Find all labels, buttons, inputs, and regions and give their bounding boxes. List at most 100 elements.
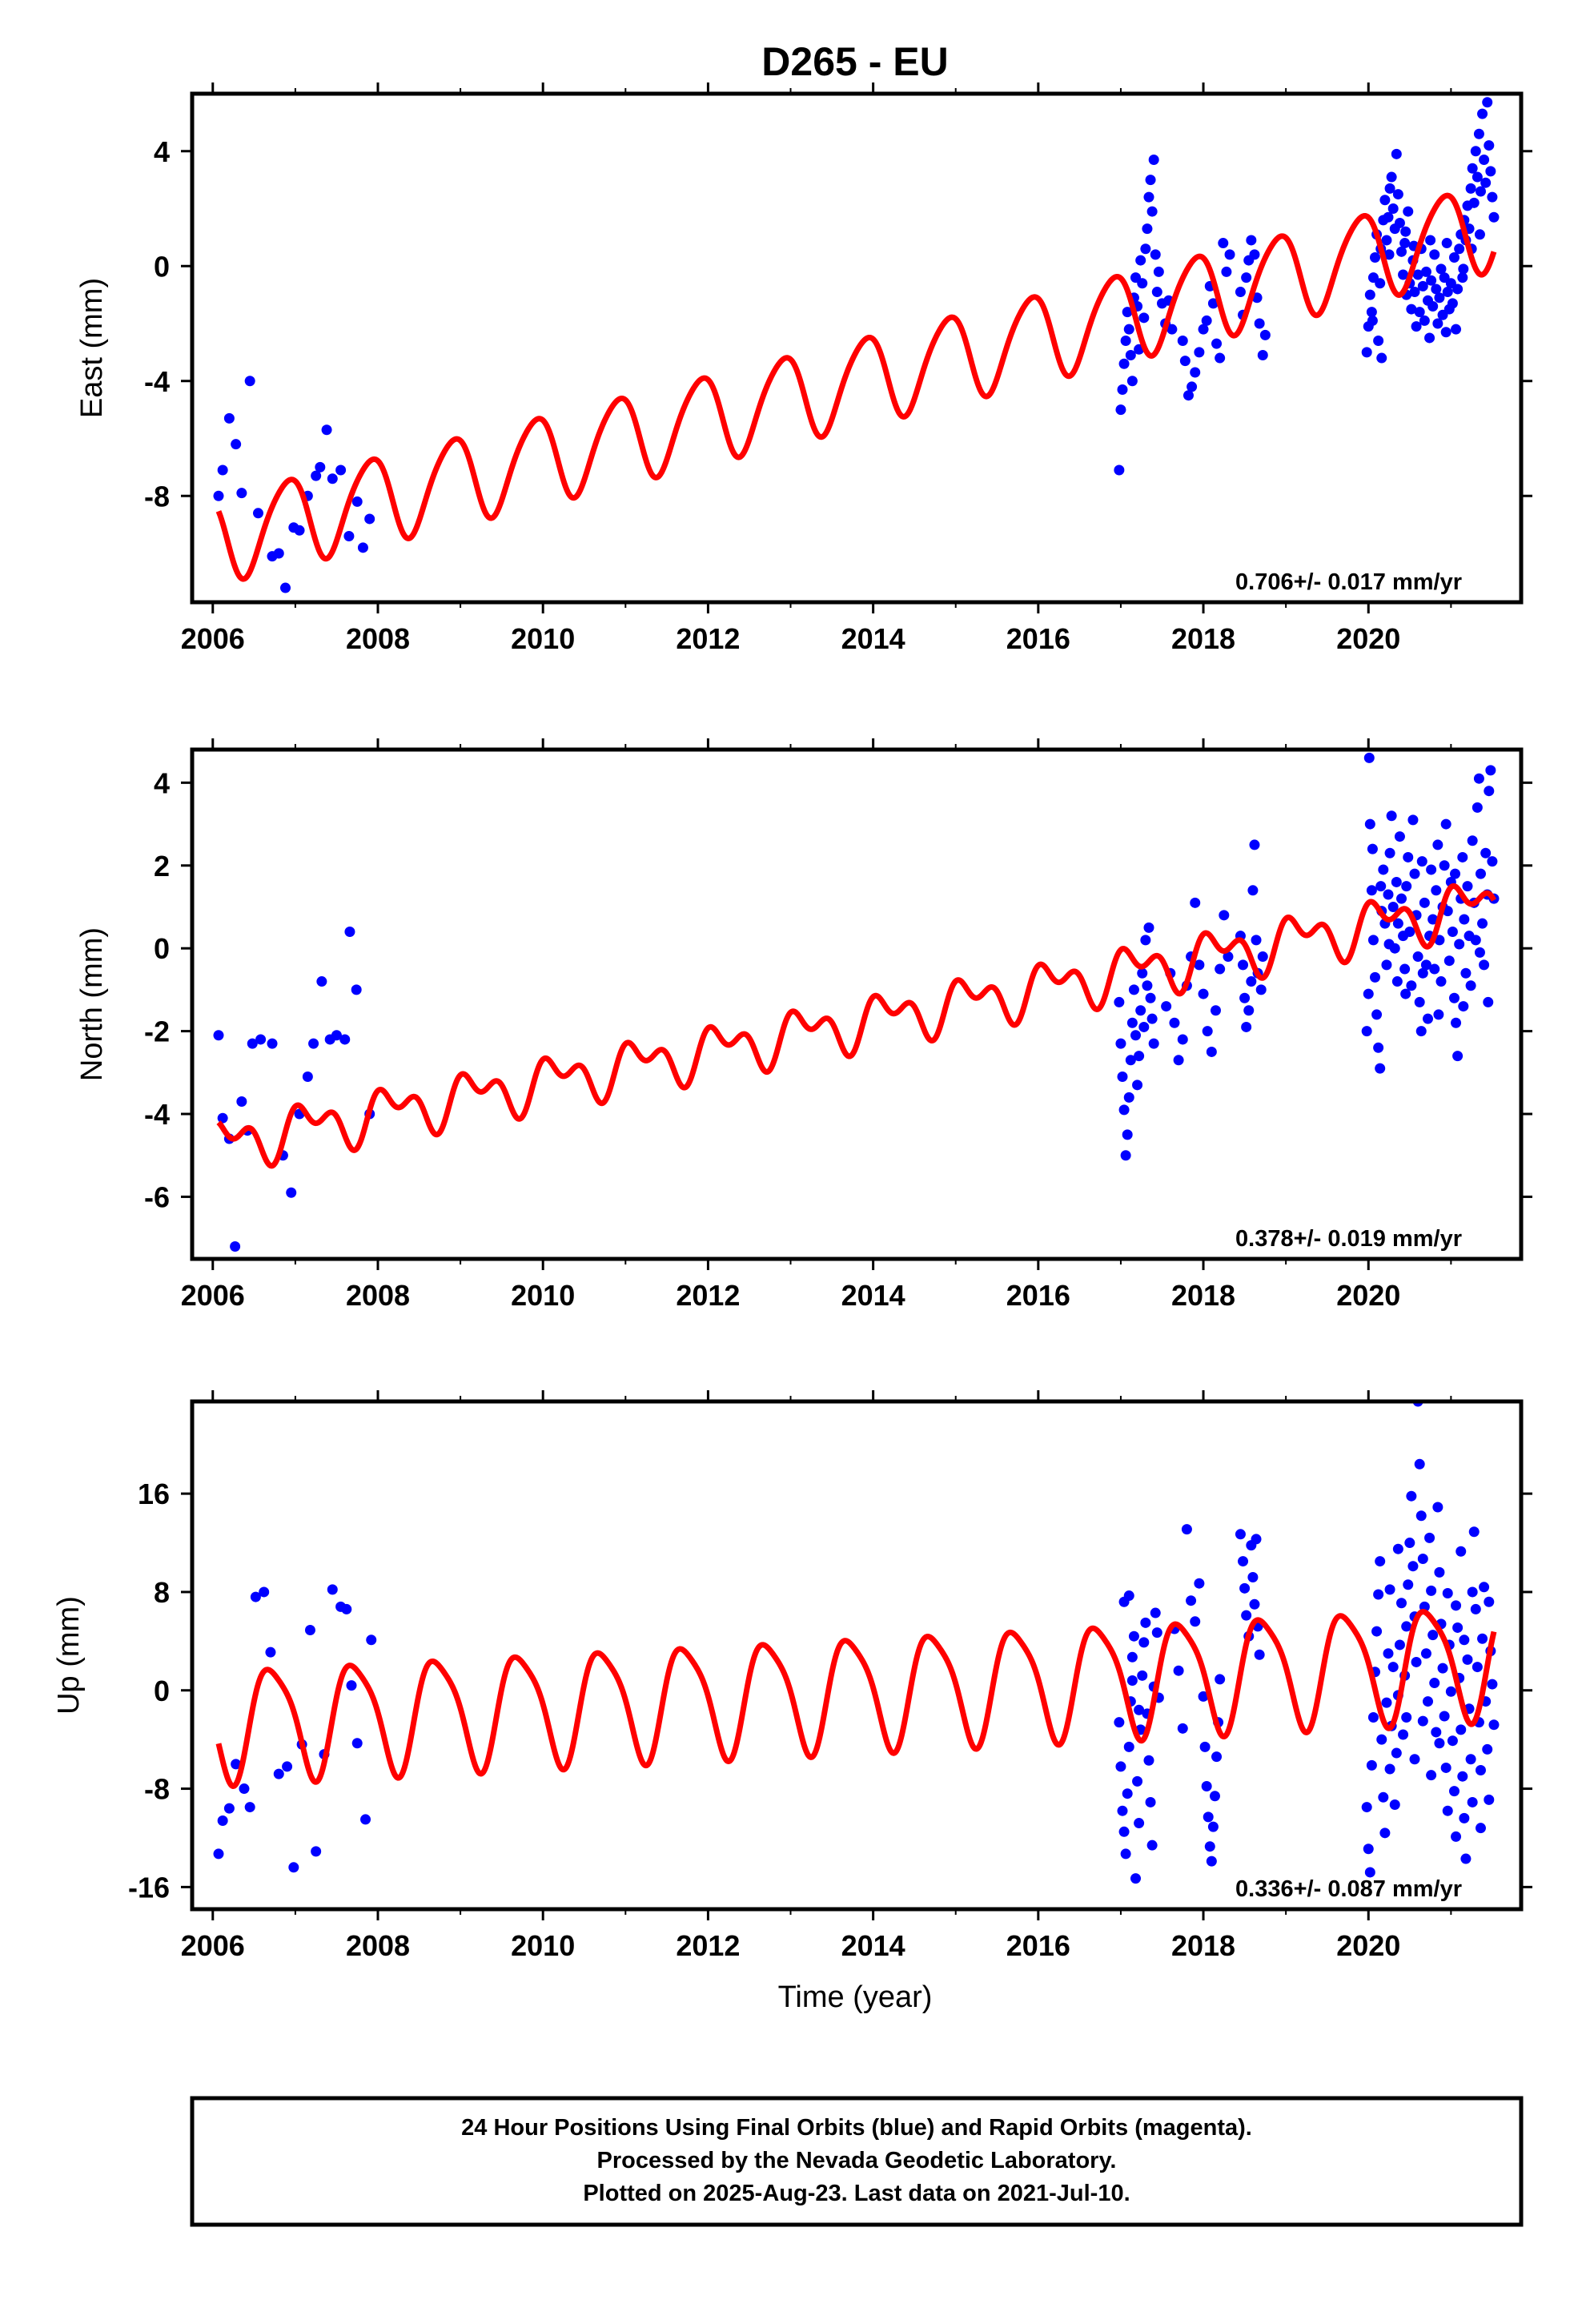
y-tick-label: 0 — [154, 1675, 170, 1707]
data-point — [1371, 1626, 1383, 1637]
data-point — [1257, 349, 1268, 360]
data-point — [1420, 1648, 1431, 1659]
data-point — [351, 984, 362, 995]
data-point — [1473, 773, 1484, 784]
data-point — [1130, 1030, 1141, 1041]
data-point — [1442, 1805, 1453, 1816]
data-point — [1145, 175, 1156, 186]
data-point — [1118, 1826, 1130, 1837]
data-point — [1400, 988, 1411, 999]
data-point — [1488, 1719, 1500, 1731]
data-point — [1414, 996, 1425, 1007]
data-point — [1452, 1622, 1464, 1633]
data-point — [1134, 1051, 1145, 1062]
data-point — [250, 1591, 261, 1602]
data-point — [1241, 272, 1252, 283]
x-tick-label: 2020 — [1336, 1279, 1400, 1312]
data-point — [1391, 148, 1402, 159]
data-point — [1132, 1080, 1143, 1091]
data-point — [1456, 1724, 1467, 1735]
data-point — [1364, 818, 1375, 830]
data-point — [1373, 1042, 1384, 1053]
data-point — [1417, 967, 1428, 979]
data-point — [1480, 177, 1492, 188]
data-point — [1199, 1741, 1211, 1752]
data-point — [1429, 1678, 1440, 1689]
data-point — [1426, 1585, 1437, 1596]
data-point — [1190, 897, 1201, 908]
data-point — [1186, 1595, 1197, 1606]
data-point — [1177, 1723, 1188, 1734]
data-point — [1451, 1600, 1462, 1611]
y-tick-label: 0 — [154, 932, 170, 965]
data-point — [1125, 349, 1136, 360]
data-point — [1470, 1603, 1481, 1614]
panel-north: 2006 2008 2010 2012 2014 2016 2018 2020 4 2 0 -2 -4 -… — [75, 738, 1532, 1312]
data-point — [1239, 992, 1251, 1003]
x-tick-label: 2010 — [511, 1279, 575, 1312]
data-point — [1363, 752, 1375, 763]
data-point — [217, 1815, 228, 1826]
data-point — [1241, 1021, 1252, 1032]
data-point — [1434, 1738, 1445, 1749]
x-tick-label: 2012 — [676, 1929, 740, 1962]
data-point — [1378, 864, 1389, 875]
data-point — [1366, 307, 1377, 318]
data-point — [1485, 765, 1496, 776]
data-point — [1146, 1013, 1158, 1024]
data-point — [1457, 272, 1468, 283]
data-point — [280, 582, 291, 593]
data-point — [1426, 1770, 1437, 1781]
data-point — [239, 1783, 250, 1795]
data-point — [1441, 238, 1452, 249]
data-point — [1452, 1051, 1464, 1062]
data-point — [1479, 959, 1490, 971]
data-point — [321, 424, 332, 436]
data-point — [1427, 914, 1439, 925]
data-point — [1239, 1582, 1251, 1594]
data-point — [315, 461, 326, 472]
x-tick-label: 2012 — [676, 1279, 740, 1312]
y-axis-label: North (mm) — [75, 927, 109, 1081]
data-point — [1370, 971, 1381, 983]
data-point — [1387, 1662, 1399, 1673]
data-point — [1424, 1532, 1435, 1543]
data-point — [1128, 1630, 1139, 1642]
data-point — [1472, 1662, 1483, 1673]
y-axis-label: East (mm) — [75, 278, 109, 418]
x-tick-label: 2020 — [1336, 1929, 1400, 1962]
data-point — [1383, 939, 1395, 950]
data-point — [1161, 1001, 1172, 1012]
panel-east: 2006 2008 2010 2012 2014 2016 2018 2020 4 0 -4 -8 Ea… — [75, 82, 1532, 655]
data-point — [1395, 893, 1407, 904]
x-tick-label: 2008 — [346, 1279, 410, 1312]
data-point — [1434, 292, 1445, 304]
data-point — [1392, 918, 1403, 929]
data-point — [1414, 1458, 1425, 1470]
data-point — [1194, 1578, 1205, 1589]
data-point — [223, 1803, 235, 1814]
data-point — [1384, 183, 1395, 194]
data-point — [1456, 1546, 1467, 1557]
data-point — [1447, 927, 1458, 938]
data-point — [1373, 1589, 1384, 1600]
data-point — [1409, 868, 1420, 879]
data-point — [1134, 1704, 1145, 1715]
data-point — [1215, 963, 1226, 975]
x-axis-label: Time (year) — [778, 1980, 933, 2014]
y-tick-label: 2 — [154, 850, 170, 883]
data-point — [1135, 255, 1146, 266]
data-point — [1375, 278, 1386, 289]
data-point — [1429, 963, 1440, 975]
data-point — [1451, 1831, 1462, 1842]
x-tick-label: 2008 — [346, 1929, 410, 1962]
data-point — [1399, 238, 1411, 249]
data-point — [1209, 1791, 1220, 1802]
data-point — [1122, 307, 1133, 318]
data-point — [1202, 1026, 1213, 1037]
data-point — [1474, 229, 1485, 240]
data-point — [1470, 935, 1481, 946]
data-point — [1367, 1712, 1379, 1723]
data-point — [1431, 1727, 1442, 1738]
data-point — [1115, 1038, 1126, 1049]
